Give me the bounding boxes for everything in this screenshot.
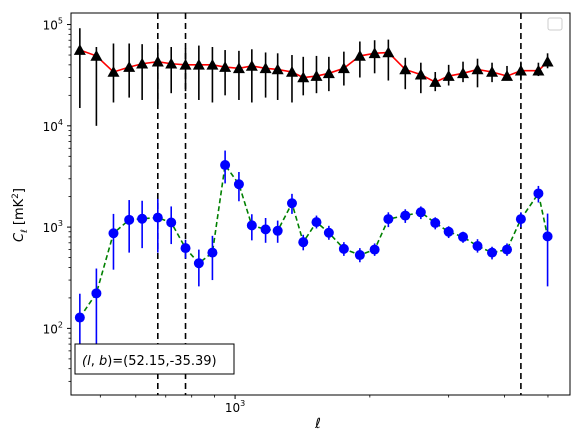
- data-point-triangle: [382, 46, 395, 58]
- data-point-triangle: [541, 55, 554, 67]
- data-point-circle: [323, 227, 334, 238]
- data-point-triangle: [232, 62, 245, 74]
- plot-frame: [70, 12, 571, 396]
- data-point-circle: [74, 312, 85, 323]
- data-point-circle: [443, 226, 454, 237]
- annotation-text: (l, b)=(52.15,-35.39): [82, 354, 217, 369]
- data-point-triangle: [368, 47, 381, 59]
- data-point-circle: [260, 224, 271, 235]
- data-point-triangle: [107, 65, 120, 77]
- data-point-circle: [166, 217, 177, 228]
- y-tick-label: 103: [43, 219, 63, 235]
- data-point-circle: [152, 212, 163, 223]
- data-point-triangle: [259, 62, 272, 74]
- data-point-circle: [272, 225, 283, 236]
- data-point-circle: [108, 228, 119, 239]
- data-point-triangle: [165, 57, 178, 69]
- plot-area: [73, 13, 554, 395]
- data-point-circle: [354, 250, 365, 261]
- annotation-box: [74, 343, 235, 375]
- data-point-circle: [298, 237, 309, 248]
- series-line-0: [79, 49, 549, 84]
- data-point-circle: [369, 244, 380, 255]
- data-point-triangle: [442, 70, 455, 81]
- data-point-triangle: [514, 64, 527, 76]
- data-point-circle: [487, 247, 498, 258]
- data-point-triangle: [297, 71, 310, 83]
- data-point-triangle: [245, 59, 258, 71]
- y-tick-label: 104: [43, 118, 63, 134]
- data-point-circle: [286, 198, 297, 209]
- data-point-circle: [415, 207, 426, 218]
- y-axis-label: Cℓ [mK2]: [11, 188, 30, 242]
- data-point-circle: [311, 217, 322, 228]
- data-point-circle: [91, 288, 102, 299]
- data-point-triangle: [192, 58, 205, 70]
- data-point-circle: [472, 241, 483, 252]
- legend-box: [547, 17, 563, 31]
- data-point-triangle: [206, 58, 219, 70]
- data-point-triangle: [486, 65, 499, 77]
- data-point-circle: [207, 247, 218, 258]
- data-point-triangle: [353, 49, 366, 61]
- data-point-triangle: [136, 57, 149, 69]
- data-point-triangle: [429, 76, 442, 87]
- data-point-circle: [400, 210, 411, 221]
- annotation: (l, b)=(52.15,-35.39): [74, 343, 235, 375]
- data-point-circle: [338, 243, 349, 254]
- data-point-triangle: [73, 44, 86, 55]
- data-point-triangle: [501, 70, 514, 81]
- data-point-circle: [542, 231, 553, 242]
- data-point-triangle: [414, 68, 427, 80]
- data-point-circle: [515, 214, 526, 225]
- data-point-circle: [533, 188, 544, 199]
- data-point-triangle: [471, 63, 484, 75]
- svg-text:Cℓ [mK2]: Cℓ [mK2]: [11, 188, 30, 242]
- data-point-triangle: [322, 67, 335, 79]
- series-line-1: [79, 162, 549, 318]
- data-point-circle: [193, 258, 204, 269]
- x-axis-label: ℓ: [314, 416, 321, 432]
- data-point-triangle: [399, 63, 412, 75]
- data-point-circle: [233, 179, 244, 190]
- data-point-circle: [220, 160, 231, 171]
- plot-content: [73, 13, 554, 395]
- data-point-triangle: [90, 49, 103, 61]
- data-point-triangle: [310, 70, 323, 81]
- data-point-circle: [124, 214, 135, 225]
- data-point-circle: [458, 231, 469, 242]
- data-point-triangle: [337, 62, 350, 74]
- data-point-triangle: [271, 63, 284, 75]
- data-point-triangle: [532, 64, 545, 76]
- data-point-triangle: [457, 67, 470, 79]
- y-tick-label: 105: [43, 17, 63, 33]
- data-point-triangle: [179, 58, 192, 70]
- data-point-circle: [246, 220, 257, 231]
- x-tick-label: 103: [225, 399, 245, 415]
- data-point-triangle: [219, 61, 232, 72]
- axes: 102 103 104 105 103: [43, 12, 571, 415]
- data-point-circle: [383, 214, 394, 225]
- data-point-circle: [502, 244, 513, 255]
- data-point-triangle: [151, 55, 164, 67]
- data-point-triangle: [285, 65, 298, 77]
- y-tick-label: 102: [43, 320, 63, 336]
- data-point-circle: [180, 243, 191, 254]
- data-point-circle: [137, 213, 148, 224]
- data-point-circle: [430, 217, 441, 228]
- data-point-triangle: [123, 61, 136, 72]
